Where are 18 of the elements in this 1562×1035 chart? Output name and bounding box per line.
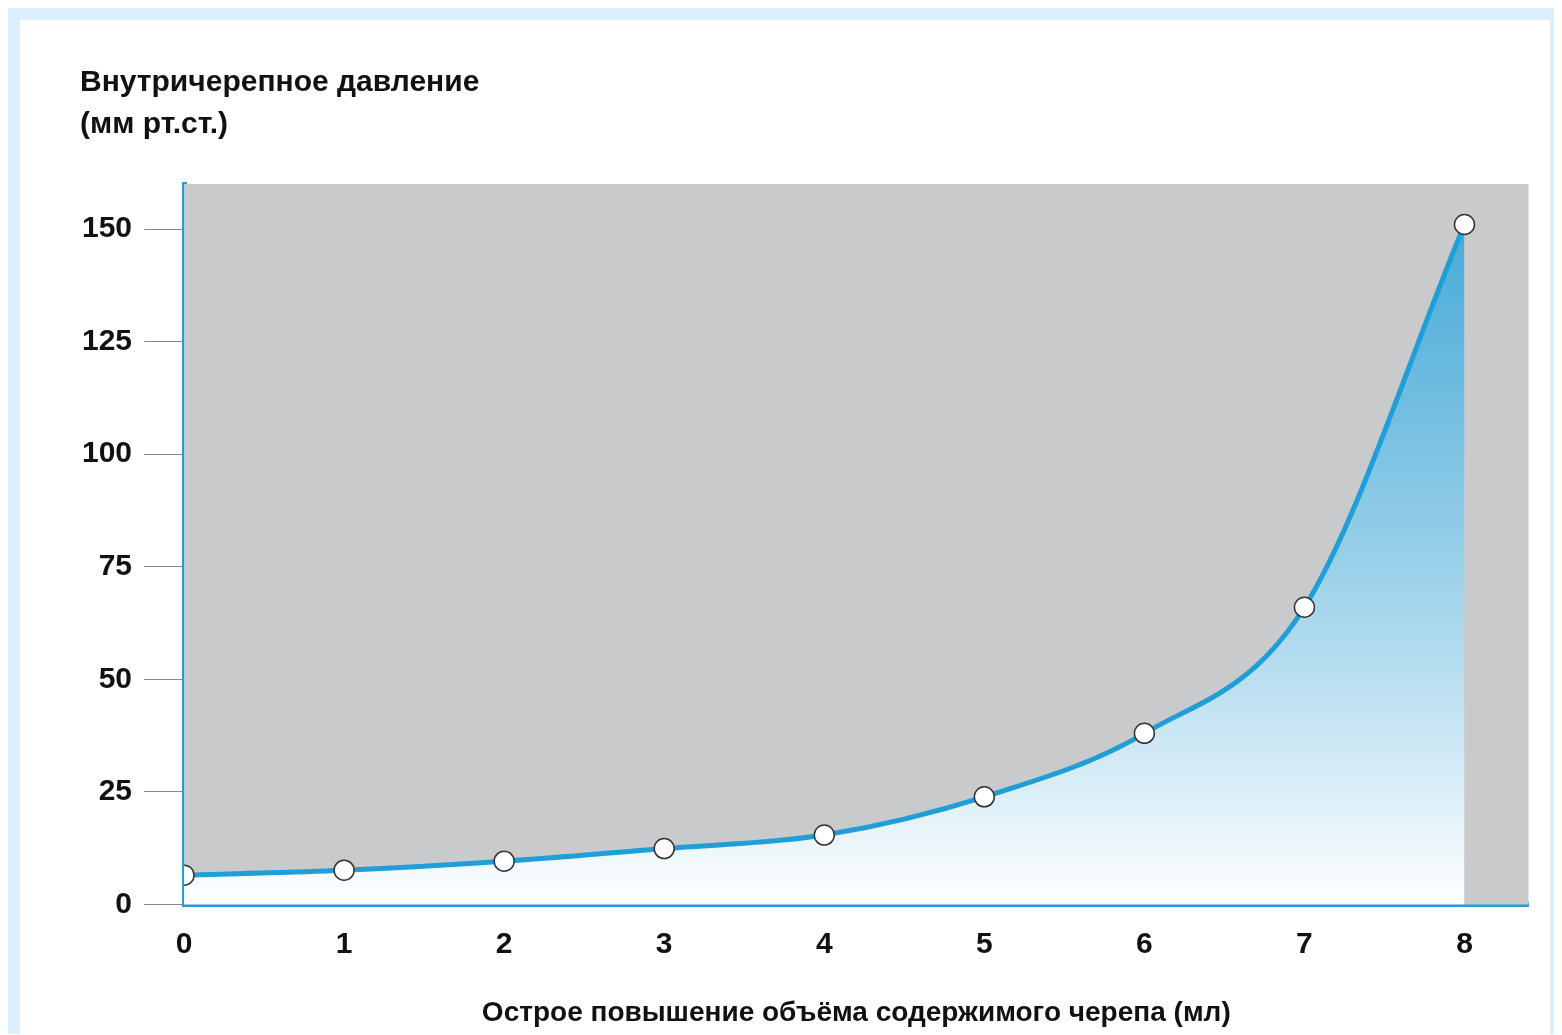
x-tick-label: 3: [655, 925, 673, 959]
y-axis-title: Внутричерепное давление (мм рт.ст.): [80, 63, 481, 141]
y-tick-label: 100: [81, 435, 133, 469]
x-axis-title: Острое повышение объёма содержимого черепа (мл): [481, 995, 1231, 1027]
x-tick-label: 8: [1456, 925, 1473, 959]
y-tick-label: 125: [81, 322, 133, 356]
y-tick-label: 75: [98, 547, 133, 581]
x-tick-label: 6: [1136, 925, 1153, 959]
x-tick-label: 4: [815, 925, 833, 959]
x-tick-label: 7: [1296, 925, 1313, 959]
x-tick-label: 0: [175, 925, 193, 959]
y-tick-label: 150: [81, 210, 133, 244]
y-tick-label: 50: [98, 660, 133, 694]
y-tick-label: 0: [115, 885, 133, 919]
y-tick-label: 25: [98, 773, 133, 807]
x-tick-label: 2: [495, 925, 513, 959]
x-tick-label: 5: [975, 925, 993, 959]
x-tick-label: 1: [335, 925, 353, 959]
